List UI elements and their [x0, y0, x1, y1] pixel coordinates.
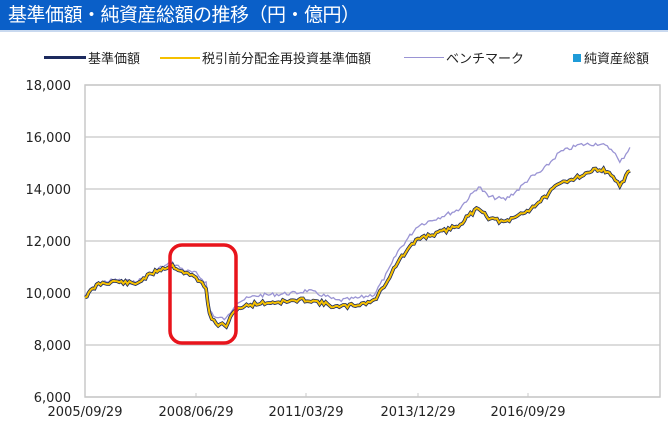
navy-line-icon	[44, 56, 86, 59]
nav-line	[84, 165, 631, 330]
legend-item-reinvested-nav: 税引前分配金再投資基準価額	[160, 48, 371, 67]
highlight-box	[168, 243, 238, 345]
x-tick-label: 2005/09/29	[48, 405, 123, 420]
y-tick-label: 16,000	[26, 131, 72, 146]
x-axis: 2005/09/29 2008/06/29 2011/03/29 2013/12/29…	[48, 393, 566, 420]
series-lines	[84, 142, 631, 330]
y-tick-label: 8,000	[34, 339, 71, 354]
x-tick-label: 2013/12/29	[381, 405, 456, 420]
legend-label: 税引前分配金再投資基準価額	[202, 52, 372, 67]
chart-title: 基準価額・純資産総額の推移（円・億円）	[8, 4, 360, 26]
purple-line-icon	[404, 57, 444, 58]
reinvested-nav-line	[84, 166, 631, 329]
chart-legend: 基準価額 税引前分配金再投資基準価額 ベンチマーク 純資産総額	[0, 48, 668, 68]
blue-square-icon	[573, 53, 581, 62]
legend-label: 純資産総額	[584, 52, 650, 67]
y-tick-label: 6,000	[34, 391, 71, 406]
y-tick-label: 10,000	[26, 287, 72, 302]
legend-item-nav: 基準価額	[44, 48, 140, 67]
chart-title-bar: 基準価額・純資産総額の推移（円・億円）	[0, 0, 668, 32]
legend-item-benchmark: ベンチマーク	[404, 48, 524, 67]
legend-item-total-assets: 純資産総額	[573, 48, 649, 67]
legend-label: ベンチマーク	[446, 52, 525, 67]
x-tick-label: 2016/09/29	[491, 405, 566, 420]
y-tick-label: 18,000	[26, 79, 72, 94]
x-tick-label: 2011/03/29	[269, 405, 344, 420]
x-tick-label: 2008/06/29	[159, 405, 234, 420]
yellow-line-icon	[160, 56, 200, 59]
gridlines	[84, 84, 661, 398]
y-tick-label: 14,000	[26, 183, 72, 198]
legend-label: 基準価額	[88, 52, 141, 67]
y-axis: 18,000 16,000 14,000 12,000 10,000 8,000 6,000	[26, 79, 72, 406]
y-tick-label: 12,000	[26, 235, 72, 250]
